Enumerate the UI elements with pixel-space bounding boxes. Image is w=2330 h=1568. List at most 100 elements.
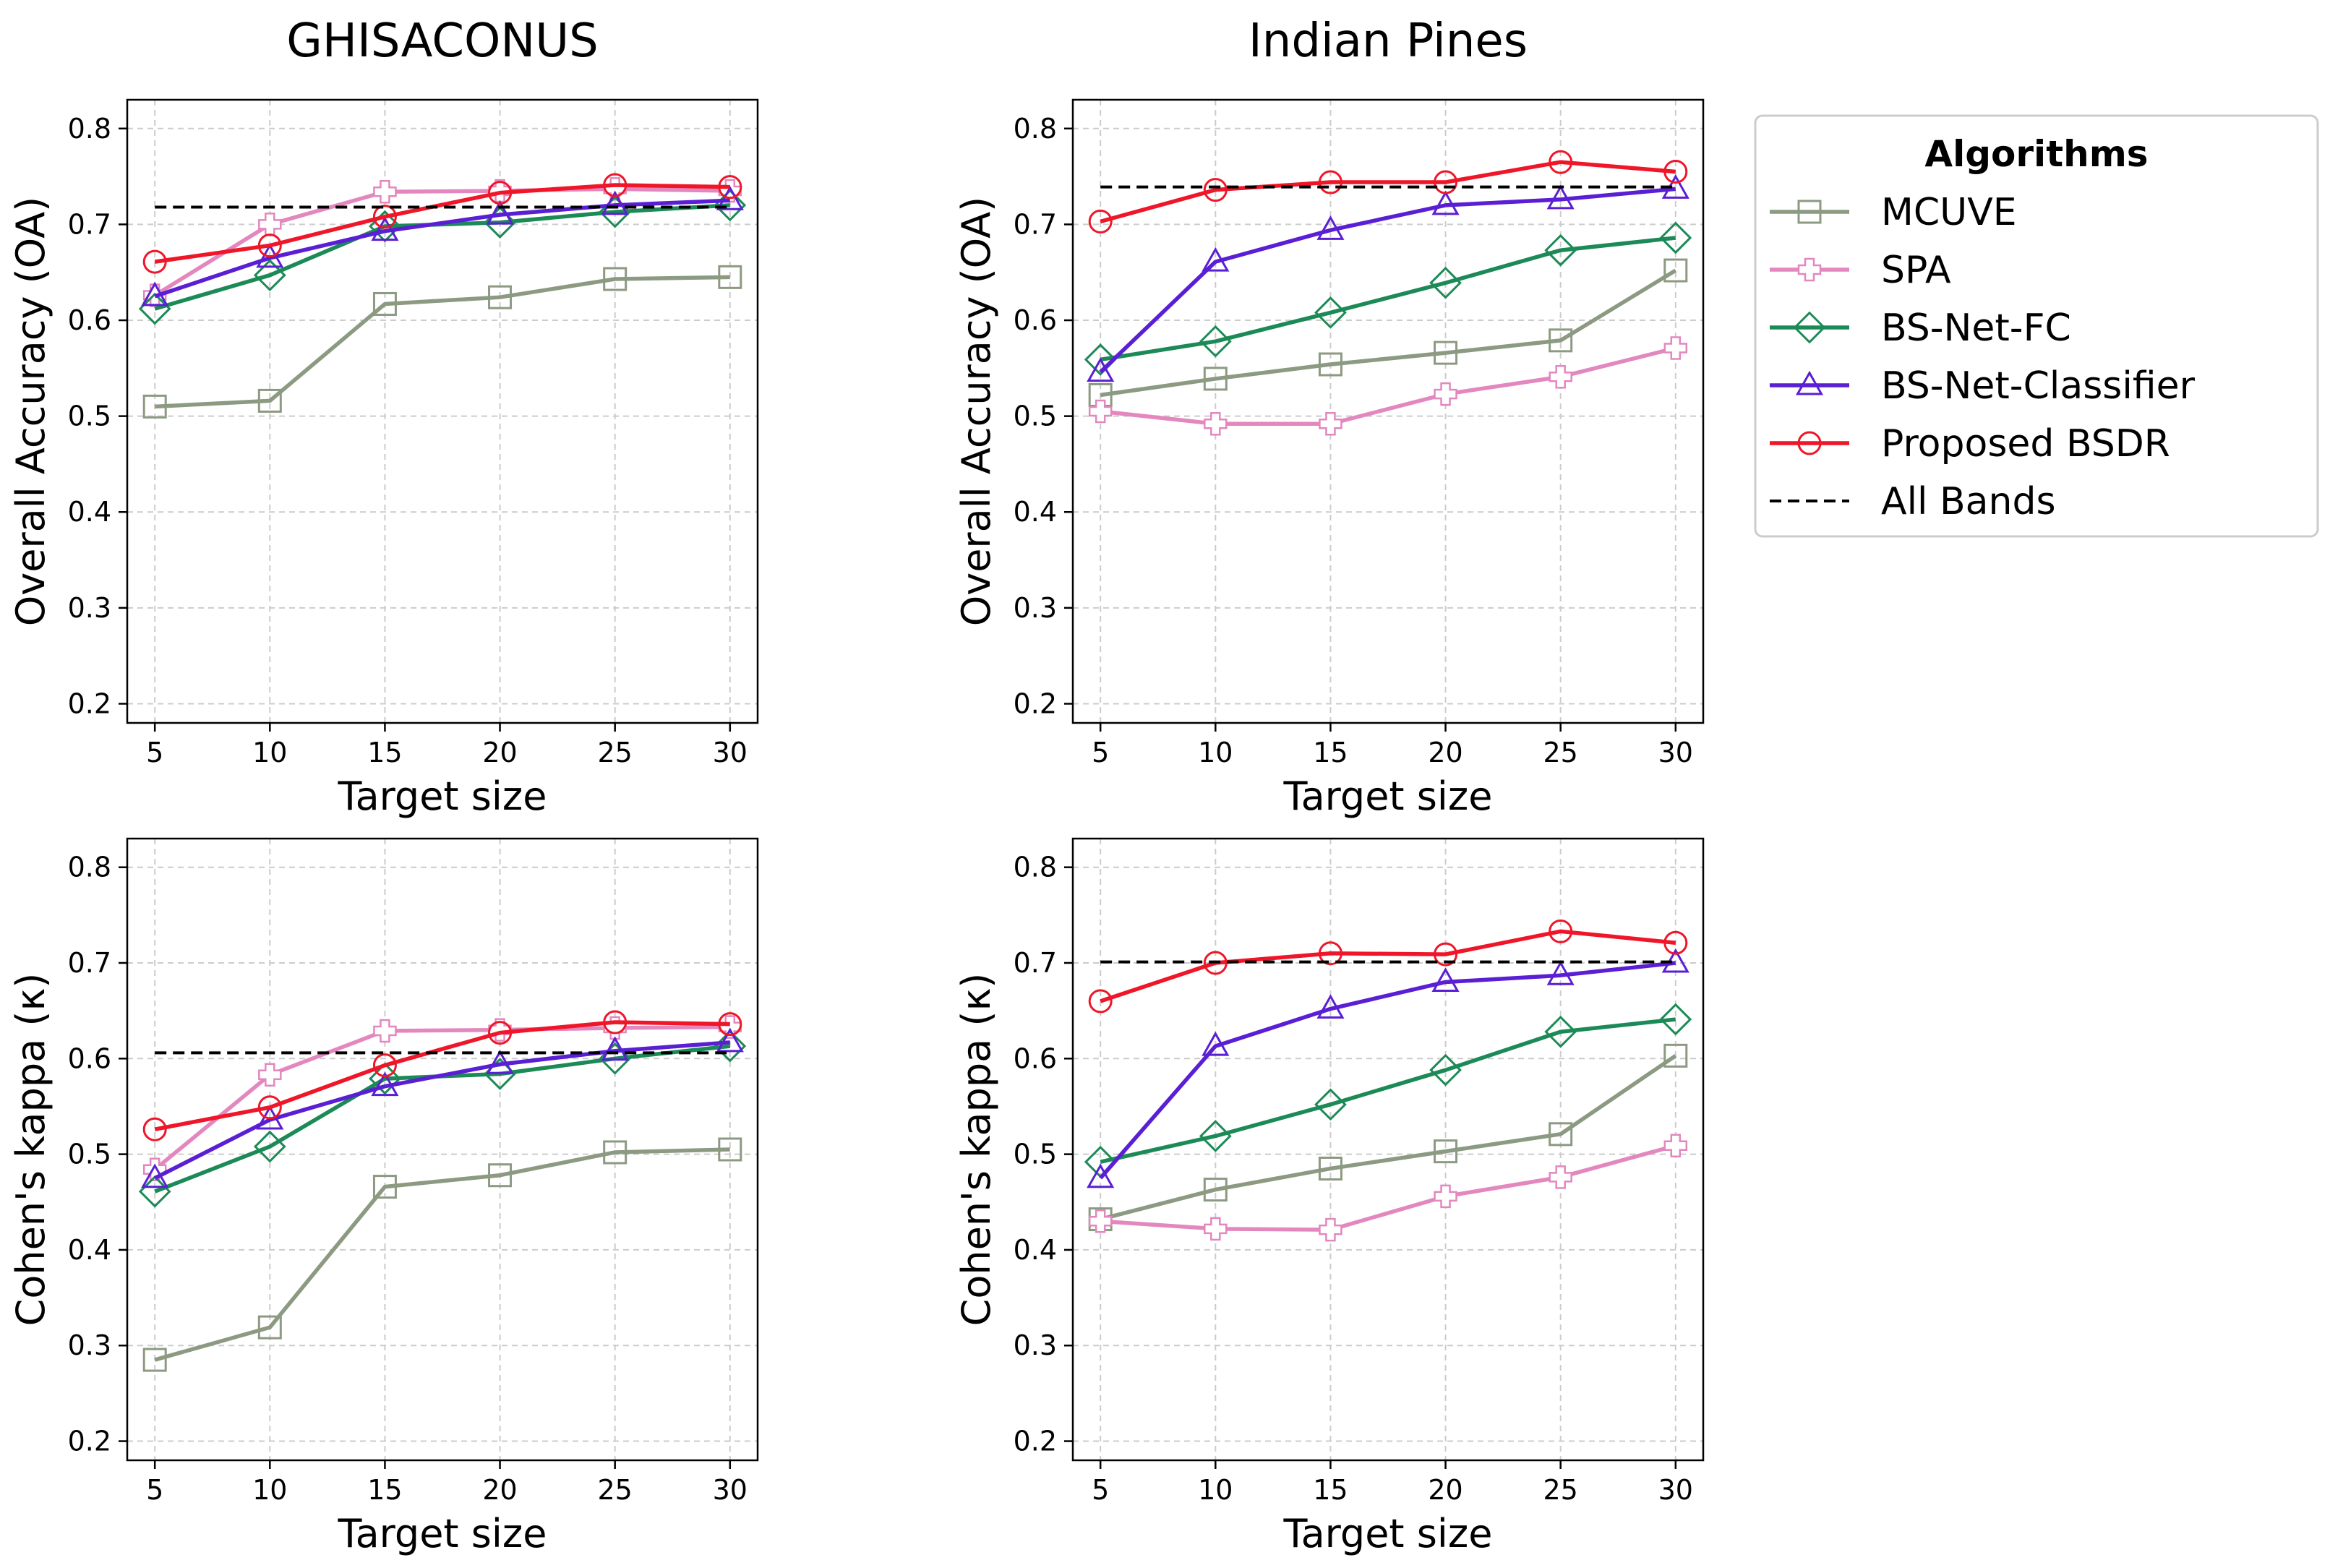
y-tick-label: 0.4 bbox=[1014, 496, 1057, 528]
chart-panel-2: 5 10 15 20 25 30 0.2 0.3 0.4 0.5 0.6 0.7 0.8 Target s… bbox=[954, 98, 1705, 819]
x-tick-label: 30 bbox=[713, 1474, 748, 1506]
data-point-bs-net-fc bbox=[1314, 1088, 1347, 1121]
data-point-bs-net-classifier bbox=[1202, 247, 1230, 272]
data-point-bs-net-fc bbox=[253, 1130, 286, 1163]
data-point-spa bbox=[1204, 1217, 1228, 1241]
x-tick-label: 25 bbox=[598, 737, 633, 768]
x-tick-label: 10 bbox=[252, 1474, 287, 1506]
data-point-spa bbox=[258, 1063, 282, 1087]
data-point-bs-net-fc bbox=[1199, 325, 1232, 358]
data-point-proposed-bsdr bbox=[1549, 150, 1573, 174]
data-point-bs-net-fc bbox=[1314, 296, 1347, 329]
y-tick-label: 0.2 bbox=[1014, 687, 1057, 719]
data-point-bs-net-classifier bbox=[1546, 960, 1575, 985]
data-point-spa bbox=[1663, 1134, 1688, 1157]
series-line-proposed-bsdr bbox=[1100, 160, 1676, 224]
x-tick-label: 30 bbox=[1658, 1474, 1693, 1506]
x-tick-label: 20 bbox=[1428, 737, 1462, 768]
data-point-bs-net-classifier bbox=[486, 200, 514, 225]
data-point-mcuve bbox=[1203, 367, 1228, 391]
data-point-bs-net-classifier bbox=[371, 216, 399, 241]
data-point-proposed-bsdr bbox=[372, 1053, 397, 1078]
data-point-bs-net-classifier bbox=[1431, 967, 1460, 992]
y-tick-label: 0.2 bbox=[68, 1426, 111, 1457]
legend-swatch-marker bbox=[1793, 311, 1826, 344]
series-line-spa bbox=[1100, 346, 1676, 426]
y-tick-label: 0.3 bbox=[1014, 592, 1057, 624]
data-point-mcuve bbox=[142, 394, 167, 419]
data-point-bs-net-classifier bbox=[256, 243, 284, 268]
data-point-mcuve bbox=[372, 1175, 397, 1199]
y-tick-label: 0.6 bbox=[1014, 304, 1057, 336]
x-tick-label: 5 bbox=[1092, 737, 1109, 768]
x-tick-label: 20 bbox=[1428, 1474, 1462, 1506]
legend-item-bs-net-fc: BS-Net-FC bbox=[1770, 307, 2071, 350]
y-tick-label: 0.6 bbox=[1014, 1042, 1057, 1074]
y-tick-label: 0.5 bbox=[68, 400, 111, 432]
data-point-spa bbox=[258, 213, 282, 236]
y-axis-label: Overall Accuracy (OA) bbox=[8, 197, 53, 626]
y-tick-label: 0.7 bbox=[1014, 947, 1057, 979]
x-tick-label: 15 bbox=[367, 737, 402, 768]
x-tick-label: 15 bbox=[1313, 737, 1348, 768]
data-point-spa bbox=[1088, 399, 1113, 424]
series-line-spa bbox=[153, 1024, 730, 1171]
data-point-mcuve bbox=[488, 1163, 513, 1188]
data-point-bs-net-fc bbox=[1084, 343, 1117, 376]
y-tick-label: 0.7 bbox=[1014, 208, 1057, 240]
data-point-bs-net-fc bbox=[1199, 1120, 1232, 1152]
data-point-mcuve bbox=[142, 1348, 167, 1372]
x-tick-label: 10 bbox=[1198, 1474, 1233, 1506]
legend-item-mcuve: MCUVE bbox=[1770, 191, 2017, 234]
y-axis-label: Overall Accuracy (OA) bbox=[954, 197, 999, 626]
data-point-mcuve bbox=[1549, 1122, 1573, 1147]
legend-label: BS-Net-Classifier bbox=[1881, 364, 2196, 408]
y-tick-label: 0.2 bbox=[68, 687, 111, 719]
data-point-bs-net-classifier bbox=[601, 190, 629, 215]
data-point-proposed-bsdr bbox=[1318, 170, 1342, 194]
y-tick-label: 0.5 bbox=[1014, 400, 1057, 432]
y-tick-label: 0.6 bbox=[68, 1042, 111, 1074]
y-tick-label: 0.8 bbox=[68, 113, 111, 145]
series-line-bs-net-classifier bbox=[1099, 961, 1676, 1180]
data-point-mcuve bbox=[603, 1140, 628, 1165]
legend-label: Proposed BSDR bbox=[1881, 422, 2170, 466]
series-line-proposed-bsdr bbox=[154, 1020, 730, 1131]
data-point-bs-net-classifier bbox=[716, 185, 744, 210]
data-point-mcuve bbox=[1549, 328, 1573, 353]
data-point-bs-net-classifier bbox=[486, 1049, 514, 1074]
x-tick-label: 30 bbox=[1658, 737, 1693, 768]
y-tick-label: 0.7 bbox=[68, 947, 111, 979]
y-tick-label: 0.5 bbox=[68, 1139, 111, 1170]
y-tick-label: 0.4 bbox=[68, 496, 111, 528]
series-line-bs-net-classifier bbox=[154, 198, 730, 299]
y-tick-label: 0.8 bbox=[68, 852, 111, 883]
data-point-mcuve bbox=[718, 1137, 742, 1162]
legend-swatch-marker bbox=[1797, 431, 1822, 455]
data-point-mcuve bbox=[1203, 1178, 1228, 1202]
data-point-bs-net-fc bbox=[253, 259, 286, 292]
data-point-spa bbox=[1434, 1184, 1457, 1209]
data-point-bs-net-classifier bbox=[141, 1163, 169, 1188]
y-axis-label: Cohen's kappa (κ) bbox=[954, 973, 999, 1327]
data-point-bs-net-fc bbox=[1429, 1053, 1462, 1087]
legend-label: BS-Net-FC bbox=[1881, 307, 2071, 350]
legend-label: All Bands bbox=[1881, 480, 2056, 523]
data-point-mcuve bbox=[372, 291, 397, 316]
data-point-proposed-bsdr bbox=[488, 181, 513, 205]
data-point-proposed-bsdr bbox=[718, 1012, 742, 1037]
data-point-proposed-bsdr bbox=[142, 249, 167, 274]
y-tick-label: 0.2 bbox=[1014, 1426, 1057, 1457]
data-point-bs-net-classifier bbox=[141, 281, 169, 307]
y-axis-label: Cohen's kappa (κ) bbox=[8, 973, 53, 1327]
data-point-mcuve bbox=[1318, 352, 1342, 377]
x-tick-label: 15 bbox=[1313, 1474, 1348, 1506]
plot-frame bbox=[126, 837, 759, 1462]
data-point-bs-net-classifier bbox=[256, 1105, 284, 1130]
x-tick-label: 10 bbox=[1198, 737, 1233, 768]
data-point-bs-net-classifier bbox=[1431, 190, 1460, 215]
y-tick-label: 0.8 bbox=[1014, 113, 1057, 145]
x-tick-label: 25 bbox=[1543, 737, 1578, 768]
data-point-bs-net-classifier bbox=[716, 1027, 744, 1053]
data-point-bs-net-fc bbox=[1659, 1003, 1692, 1036]
